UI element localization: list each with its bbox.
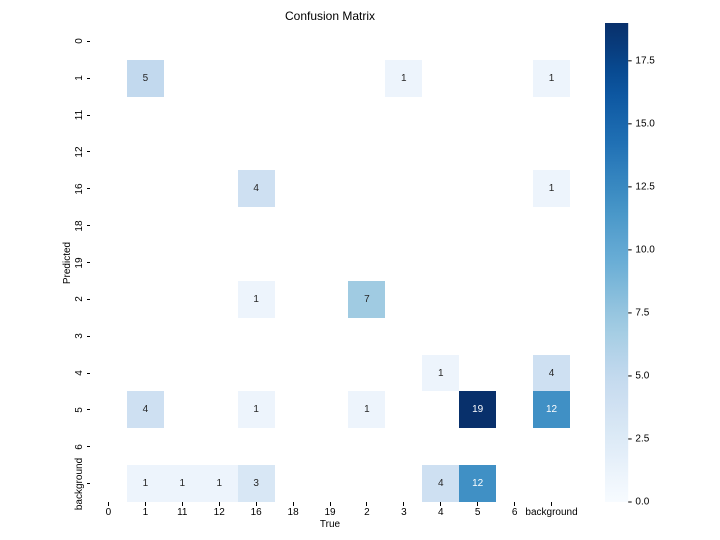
svg-text:17.5: 17.5: [635, 55, 655, 66]
svg-text:12.5: 12.5: [635, 181, 655, 192]
svg-text:7.5: 7.5: [635, 307, 649, 318]
svg-text:5.0: 5.0: [635, 370, 649, 381]
svg-text:10.0: 10.0: [635, 244, 655, 255]
svg-text:0.0: 0.0: [635, 497, 649, 508]
svg-text:2.5: 2.5: [635, 433, 649, 444]
svg-text:15.0: 15.0: [635, 118, 655, 129]
